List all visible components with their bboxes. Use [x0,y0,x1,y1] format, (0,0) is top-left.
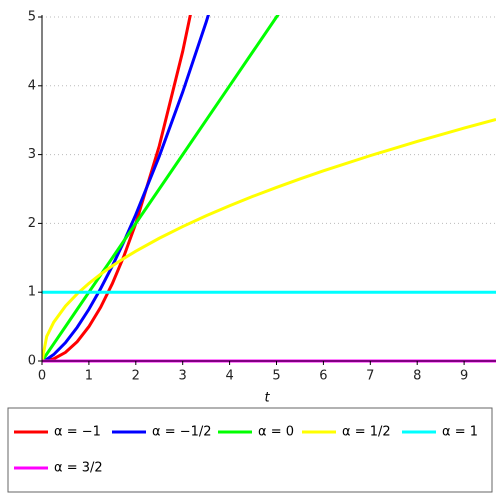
x-tick-label: 7 [366,369,374,384]
series-line [42,117,496,362]
x-tick-label: 0 [38,369,46,384]
legend-label: α = 1 [442,425,478,440]
legend-box [7,407,493,493]
y-tick-label: 0 [28,354,36,369]
series-line [42,15,280,362]
x-tick-label: 1 [85,369,93,384]
x-tick-label: 6 [319,369,327,384]
x-axis-label: t [264,391,270,406]
x-tick-label: 4 [225,369,233,384]
legend-label: α = 0 [258,425,294,440]
x-tick-label: 8 [413,369,421,384]
legend-label: α = 1/2 [342,425,391,440]
series-line [42,15,192,363]
y-tick-label: 1 [28,285,36,300]
y-tick-label: 5 [28,10,36,25]
x-tick-label: 3 [179,369,187,384]
y-tick-label: 3 [28,147,36,162]
y-tick-label: 2 [28,216,36,231]
series-line [42,15,210,363]
legend-label: α = −1 [54,425,101,440]
x-tick-label: 9 [460,369,468,384]
legend-label: α = 3/2 [54,461,103,476]
x-tick-label: 5 [272,369,280,384]
y-tick-label: 4 [28,78,36,93]
x-tick-label: 2 [132,369,140,384]
legend-label: α = −1/2 [152,425,212,440]
